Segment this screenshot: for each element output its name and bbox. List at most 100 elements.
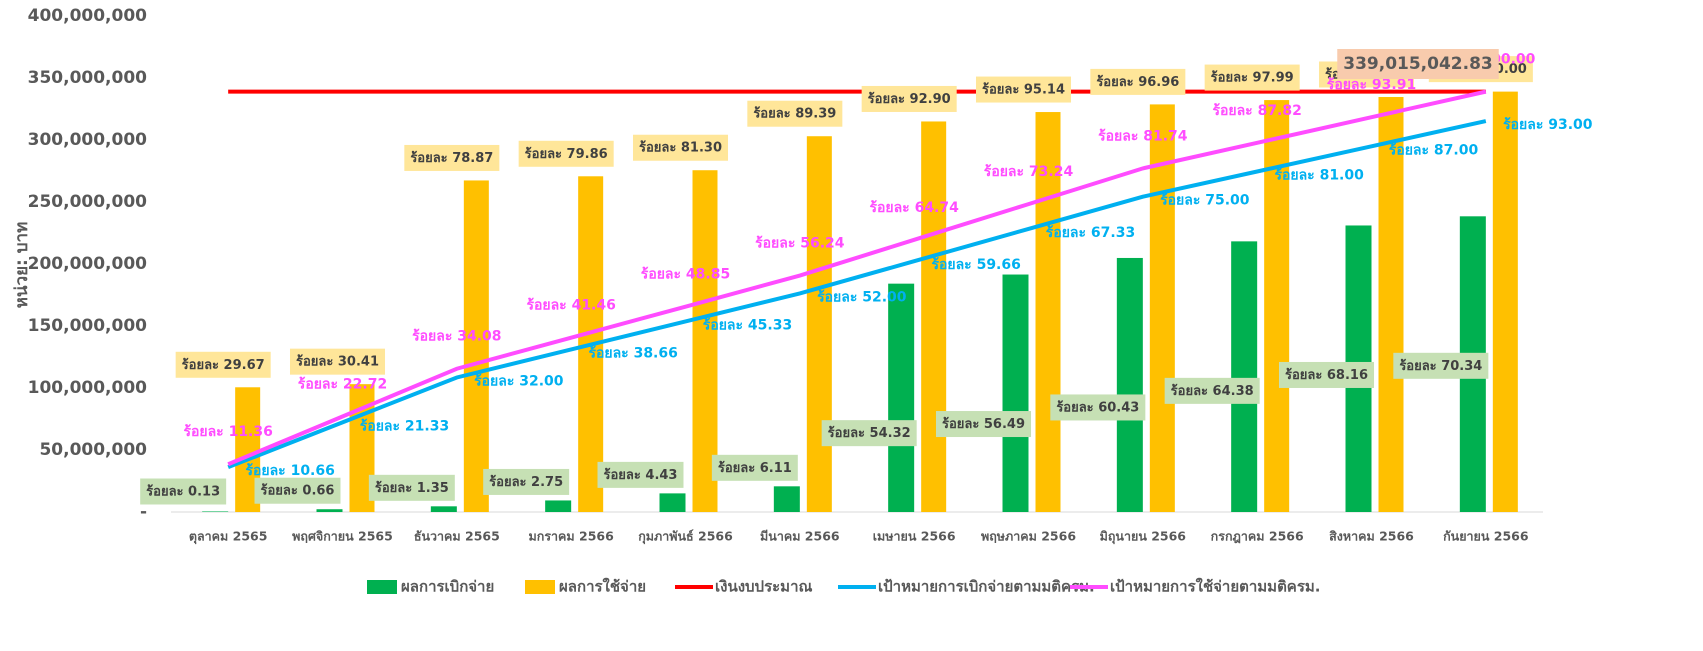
data-label: ร้อยละ 96.96 <box>1096 74 1179 90</box>
data-label: ร้อยละ 67.33 <box>1046 225 1135 241</box>
data-label: ร้อยละ 64.38 <box>1171 383 1254 399</box>
data-label-box <box>289 348 386 375</box>
legend-label: ผลการเบิกจ่าย <box>401 578 494 596</box>
data-label: ร้อยละ 78.87 <box>410 150 493 166</box>
x-tick-label: มิถุนายน 2566 <box>1100 529 1187 545</box>
data-label-box <box>518 140 614 167</box>
bar <box>1378 97 1404 512</box>
bar <box>463 180 489 513</box>
data-label: ร้อยละ 81.00 <box>1274 167 1364 183</box>
data-label-box <box>140 478 227 505</box>
data-label-box <box>1090 68 1186 95</box>
y-tick-label: 250,000,000 <box>28 192 148 212</box>
annotation-box <box>1337 49 1499 79</box>
bar <box>316 509 343 512</box>
data-label-box <box>175 351 271 378</box>
data-label: ร้อยละ 34.08 <box>412 329 501 345</box>
bar <box>1264 100 1290 513</box>
data-label: ร้อยละ 81.30 <box>639 140 722 156</box>
data-label: ร้อยละ 93.00 <box>1503 117 1593 133</box>
data-label: ร้อยละ 64.74 <box>869 200 959 216</box>
data-label: ร้อยละ 6.11 <box>718 460 792 476</box>
data-label-box <box>1050 394 1146 421</box>
data-label: ร้อยละ 32.00 <box>474 373 564 389</box>
bar <box>1149 104 1175 512</box>
data-label-box <box>368 474 455 501</box>
data-label-box <box>711 454 798 481</box>
data-label: ร้อยละ 0.66 <box>261 483 335 499</box>
data-label: ร้อยละ 22.72 <box>298 376 387 392</box>
y-tick-label: 150,000,000 <box>28 316 148 336</box>
y-tick-label: - <box>140 502 147 522</box>
legend-label: ผลการใช้จ่าย <box>559 578 646 596</box>
bar <box>888 283 915 512</box>
data-label: ร้อยละ 79.86 <box>525 146 608 162</box>
bar <box>1035 112 1061 512</box>
y-tick-label: 350,000,000 <box>28 68 148 88</box>
x-tick-label: มีนาคม 2566 <box>760 529 840 544</box>
data-label-box <box>1164 377 1260 404</box>
bar <box>659 493 686 512</box>
bar <box>1002 274 1029 512</box>
bar <box>202 511 229 512</box>
legend-label: เงินงบประมาณ <box>715 578 812 596</box>
bar <box>1116 257 1143 512</box>
data-label: ร้อยละ 1.35 <box>375 480 449 496</box>
x-tick-label: กุมภาพันธ์ 2566 <box>638 529 733 545</box>
bar <box>430 506 457 512</box>
data-label: ร้อยละ 56.24 <box>755 236 845 252</box>
data-label: ร้อยละ 68.16 <box>1285 367 1368 383</box>
data-label: ร้อยละ 2.75 <box>489 474 563 490</box>
data-label: ร้อยละ 45.33 <box>703 317 792 333</box>
x-tick-label: ตุลาคม 2565 <box>189 529 268 545</box>
x-tick-label: สิงหาคม 2566 <box>1329 529 1414 544</box>
data-label: ร้อยละ 95.14 <box>982 82 1065 98</box>
legend-label: เป้าหมายการเบิกจ่ายตามมติครม. <box>878 578 1095 596</box>
data-label: ร้อยละ 89.39 <box>753 106 836 122</box>
bar <box>921 121 947 512</box>
data-label: ร้อยละ 73.24 <box>984 164 1074 180</box>
data-label-box <box>254 477 341 504</box>
data-label: ร้อยละ 0.13 <box>146 484 220 500</box>
data-label-box <box>935 411 1032 438</box>
line <box>227 89 1487 467</box>
data-label: ร้อยละ 60.43 <box>1056 399 1139 415</box>
data-label-box <box>1393 352 1489 379</box>
data-label: ร้อยละ 38.66 <box>588 345 677 361</box>
x-tick-label: พฤษภาคม 2566 <box>981 529 1076 544</box>
data-label: ร้อยละ 70.34 <box>1399 358 1482 374</box>
data-label: ร้อยละ 10.66 <box>245 463 334 479</box>
data-label: ร้อยละ 97.99 <box>1211 70 1294 86</box>
line <box>227 119 1487 470</box>
x-tick-label: ธันวาคม 2565 <box>414 529 500 544</box>
data-label: ร้อยละ 52.00 <box>817 289 907 305</box>
x-tick-label: มกราคม 2566 <box>529 529 615 544</box>
x-tick-label: เมษายน 2566 <box>873 529 956 544</box>
data-label-box <box>597 461 684 488</box>
data-label-box <box>404 144 500 171</box>
x-tick-label: กันยายน 2566 <box>1443 529 1529 544</box>
data-label: ร้อยละ 87.82 <box>1212 103 1301 119</box>
y-tick-label: 50,000,000 <box>39 440 147 460</box>
y-axis-label: หน่วย: บาท <box>12 222 32 309</box>
bar <box>1231 241 1258 512</box>
data-label: ร้อยละ 87.00 <box>1389 142 1479 158</box>
legend-swatch <box>525 580 555 594</box>
data-label-box <box>821 420 917 447</box>
data-label-box <box>632 134 729 161</box>
legend-swatch <box>367 580 397 594</box>
data-label: ร้อยละ 4.43 <box>604 467 678 483</box>
data-label: ร้อยละ 48.85 <box>641 267 730 283</box>
data-label: ร้อยละ 93.91 <box>1327 77 1416 93</box>
data-label: ร้อยละ 41.46 <box>526 298 615 314</box>
data-label: ร้อยละ 59.66 <box>931 257 1020 273</box>
data-label: ร้อยละ 11.36 <box>183 424 272 440</box>
legend-label: เป้าหมายการใช้จ่ายตามมติครม. <box>1110 578 1320 596</box>
data-label: ร้อยละ 54.32 <box>828 425 911 441</box>
data-label-box <box>975 76 1072 103</box>
y-tick-label: 200,000,000 <box>28 254 148 274</box>
data-label-box <box>861 85 957 112</box>
x-tick-label: กรกฎาคม 2566 <box>1211 529 1304 545</box>
y-tick-label: 100,000,000 <box>28 378 148 398</box>
